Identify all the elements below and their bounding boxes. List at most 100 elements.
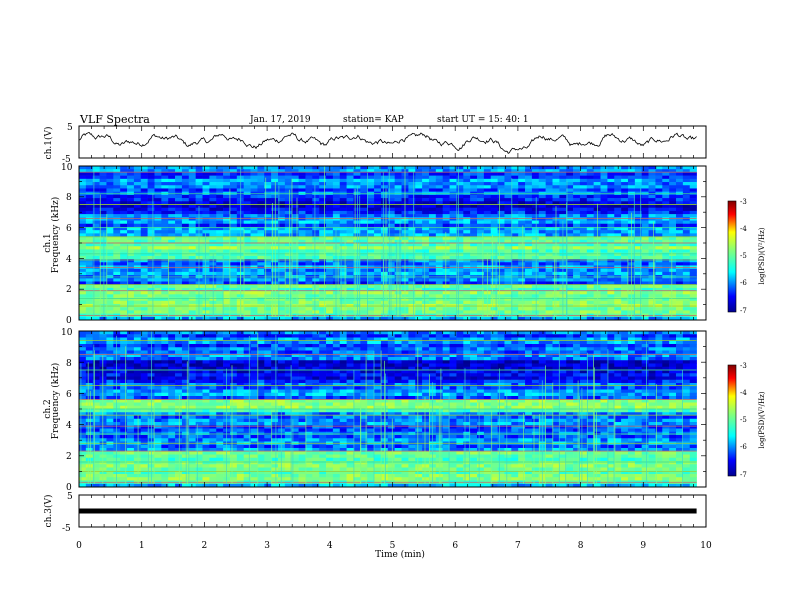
ch1-spectrogram-cell <box>525 236 533 241</box>
ch1-spectrogram-cell <box>456 243 464 247</box>
ch1-spectrogram-cell <box>339 243 347 247</box>
ch1-spectrogram-cell <box>120 178 128 183</box>
ch1-spectrogram-cell <box>291 207 299 212</box>
ch1-spectrogram-cell <box>319 291 327 295</box>
ch1-spectrogram-cell <box>216 307 224 311</box>
ch1-spectrogram-cell <box>99 217 107 221</box>
ch2-spectrogram-cell <box>676 340 684 345</box>
ch1-spectrogram-cell <box>271 230 279 234</box>
ch1-spectrogram-cell <box>188 182 196 186</box>
ch1-spectrogram-cell <box>607 207 615 212</box>
ch1-spectrogram-cell <box>216 223 224 228</box>
ch1-spectrogram-cell <box>85 217 94 221</box>
ch1-spectrogram-cell <box>614 236 622 241</box>
ch2-spectrogram-cell <box>319 347 327 351</box>
ch1-spectrogram-cell <box>538 294 546 298</box>
ch1-spectrogram-cell <box>374 287 382 292</box>
ch1-spectrogram-cell <box>346 226 354 231</box>
ch1-spectrogram-cell <box>538 243 546 247</box>
ch1-spectrogram-cell <box>161 233 169 237</box>
ch1-spectrogram-cell <box>243 233 251 237</box>
ch1-spectrogram-cell <box>442 172 450 176</box>
ch1-spectrogram-cell <box>538 278 546 282</box>
ch1-spectrogram-cell <box>408 236 416 241</box>
ch1-spectrogram-cell <box>312 201 320 205</box>
ch1-spectrogram-cell <box>154 175 162 180</box>
ch1-spectrogram-cell <box>518 239 526 244</box>
ch1-spectrogram-cell <box>188 239 196 244</box>
ch1-spectrogram-cell <box>559 175 567 180</box>
ch1-spectrogram-cell <box>264 291 272 295</box>
ch1-spectrogram-cell <box>428 307 437 311</box>
ch1-spectrogram-cell <box>648 243 656 247</box>
ch1-spectrogram-cell <box>181 201 190 205</box>
ch1-spectrogram-cell <box>518 226 526 231</box>
ch2-spectrogram-cell <box>147 350 155 355</box>
ch1-spectrogram-cell <box>634 198 642 202</box>
ch1-spectrogram-cell <box>85 243 94 247</box>
ch1-spectrogram-cell <box>312 281 320 286</box>
ch1-spectrogram-cell <box>168 188 176 192</box>
ch1-spectrogram-cell <box>326 233 334 237</box>
ch1-spectrogram-cell <box>497 233 505 237</box>
ch1-spectrogram-cell <box>538 223 546 228</box>
ch2-spectrogram-cell <box>229 340 238 345</box>
ch1-spectrogram-cell <box>511 281 519 286</box>
ch1-spectrogram-cell <box>504 166 512 170</box>
ch1-spectrogram-cell <box>291 268 299 273</box>
ch2-spectrogram-cell <box>586 331 594 335</box>
ch1-spectrogram-cell <box>140 259 148 263</box>
ch1-spectrogram-cell <box>175 207 183 212</box>
ch1-spectrogram-cell <box>456 255 464 260</box>
ch1-spectrogram-cell <box>120 169 128 173</box>
ch1-spectrogram-cell <box>573 252 581 257</box>
ch1-spectrogram-cell <box>374 297 382 302</box>
ch1-spectrogram-cell <box>284 169 293 173</box>
ch1-spectrogram-cell <box>676 169 684 173</box>
ch2-spectrogram-cell <box>278 331 286 335</box>
ch1-spectrogram-cell <box>387 316 395 321</box>
ch1-spectrogram-cell <box>181 316 190 321</box>
ch2-spectrogram-cell <box>92 347 100 351</box>
ch1-spectrogram-cell <box>566 291 574 295</box>
ch1-spectrogram-cell <box>374 259 382 263</box>
ch1-spectrogram-cell <box>449 201 457 205</box>
ch1-spectrogram-cell <box>374 236 382 241</box>
ch1-spectrogram-cell <box>573 178 581 183</box>
ch1-spectrogram-cell <box>229 284 238 289</box>
ch1-spectrogram-cell <box>621 287 629 292</box>
ch1-spectrogram-cell <box>140 172 148 176</box>
ch1-spectrogram-cell <box>525 198 533 202</box>
ch1-spectrogram-cell <box>662 297 670 302</box>
ch1-spectrogram-cell <box>511 194 519 199</box>
ch1-spectrogram-cell <box>380 294 389 298</box>
ch1-spectrogram-cell <box>216 252 224 257</box>
ch1-spectrogram-cell <box>278 307 286 311</box>
ch1-spectrogram-cell <box>662 169 670 173</box>
ch1-spectrogram-cell <box>312 194 320 199</box>
ch2-spectrogram-cell <box>497 337 505 342</box>
ch2-spectrogram-panel: 0 2 4 6 8 10 ch.2 Frequency (kHz) -3 -4 … <box>43 328 766 493</box>
ch1-spectrogram-cell <box>367 255 375 260</box>
ch1-spectrogram-cell <box>353 175 361 180</box>
ch1-spectrogram-cell <box>662 310 670 314</box>
ch1-spectrogram-cell <box>154 310 162 314</box>
ch1-spectrogram-cell <box>367 281 375 286</box>
ch1-spectrogram-cell <box>538 271 546 276</box>
ch1-spectrogram-cell <box>442 291 450 295</box>
ch1-spectrogram-cell <box>408 185 416 189</box>
ch1-spectrogram-cell <box>463 249 471 253</box>
ch1-spectrogram-cell <box>374 233 382 237</box>
ch1-spectrogram-cell <box>223 310 231 314</box>
ch1-spectrogram-cell <box>298 178 306 183</box>
ch1-spectrogram-cell <box>79 233 87 237</box>
ch1-spectrogram-cell <box>243 281 251 286</box>
ch2-spectrogram-cell <box>264 331 272 335</box>
ch1-spectrogram-cell <box>175 230 183 234</box>
ch1-spectrogram-cell <box>353 278 361 282</box>
ch2-spectrogram-cell <box>477 334 485 338</box>
ch1-spectrogram-cell <box>147 300 155 305</box>
ch1-spectrogram-cell <box>79 297 87 302</box>
ch1-spectrogram-cell <box>428 239 437 244</box>
ch1-spectrogram-cell <box>120 246 128 250</box>
